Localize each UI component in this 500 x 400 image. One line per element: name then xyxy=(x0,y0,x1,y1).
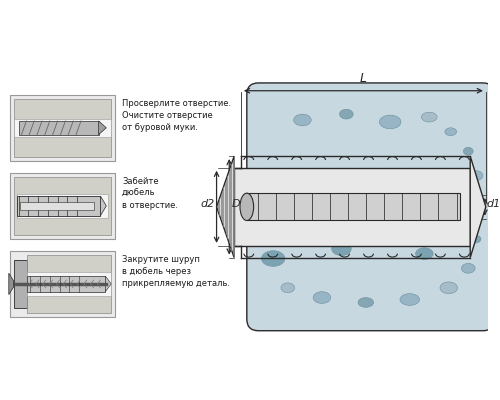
Text: d1: d1 xyxy=(487,199,500,209)
Ellipse shape xyxy=(358,298,374,307)
Ellipse shape xyxy=(462,264,475,273)
Bar xyxy=(14,98,111,157)
Ellipse shape xyxy=(422,112,437,122)
Ellipse shape xyxy=(442,205,456,215)
Ellipse shape xyxy=(440,282,458,294)
Bar xyxy=(246,193,460,220)
Bar xyxy=(28,272,111,296)
Polygon shape xyxy=(98,121,106,135)
Ellipse shape xyxy=(332,242,351,256)
Ellipse shape xyxy=(445,128,456,136)
Bar xyxy=(14,176,111,235)
Polygon shape xyxy=(106,276,111,292)
Text: d2: d2 xyxy=(200,199,214,209)
Bar xyxy=(28,276,106,292)
Ellipse shape xyxy=(313,292,330,304)
Ellipse shape xyxy=(469,171,483,180)
Ellipse shape xyxy=(469,235,481,243)
Polygon shape xyxy=(216,156,234,258)
Bar xyxy=(16,194,108,218)
Bar xyxy=(10,173,115,239)
Bar xyxy=(16,196,100,216)
Ellipse shape xyxy=(340,109,353,119)
Text: Забейте
дюбель
в отверстие.: Забейте дюбель в отверстие. xyxy=(122,176,178,210)
Text: D: D xyxy=(232,199,241,209)
Bar xyxy=(14,119,111,136)
FancyBboxPatch shape xyxy=(247,83,494,331)
Polygon shape xyxy=(100,196,106,216)
Ellipse shape xyxy=(464,147,473,155)
Bar xyxy=(234,168,470,246)
Bar xyxy=(18,121,98,135)
Text: L: L xyxy=(360,72,367,85)
Ellipse shape xyxy=(294,114,311,126)
Ellipse shape xyxy=(281,283,294,293)
Ellipse shape xyxy=(240,193,254,220)
Ellipse shape xyxy=(400,294,419,305)
Text: Закрутите шуруп
в дюбель через
прикрепляемую деталь.: Закрутите шуруп в дюбель через прикрепля… xyxy=(122,255,230,288)
Bar xyxy=(28,255,111,313)
Ellipse shape xyxy=(416,248,433,260)
Bar xyxy=(14,260,28,308)
Bar xyxy=(20,202,94,210)
Polygon shape xyxy=(9,273,14,295)
Text: Просверлите отверстие.
Очистите отверстие
от буровой муки.: Просверлите отверстие. Очистите отверсти… xyxy=(122,98,231,132)
Polygon shape xyxy=(470,156,486,258)
Bar xyxy=(10,251,115,317)
Ellipse shape xyxy=(380,115,401,129)
Ellipse shape xyxy=(262,251,285,266)
Bar xyxy=(10,95,115,161)
